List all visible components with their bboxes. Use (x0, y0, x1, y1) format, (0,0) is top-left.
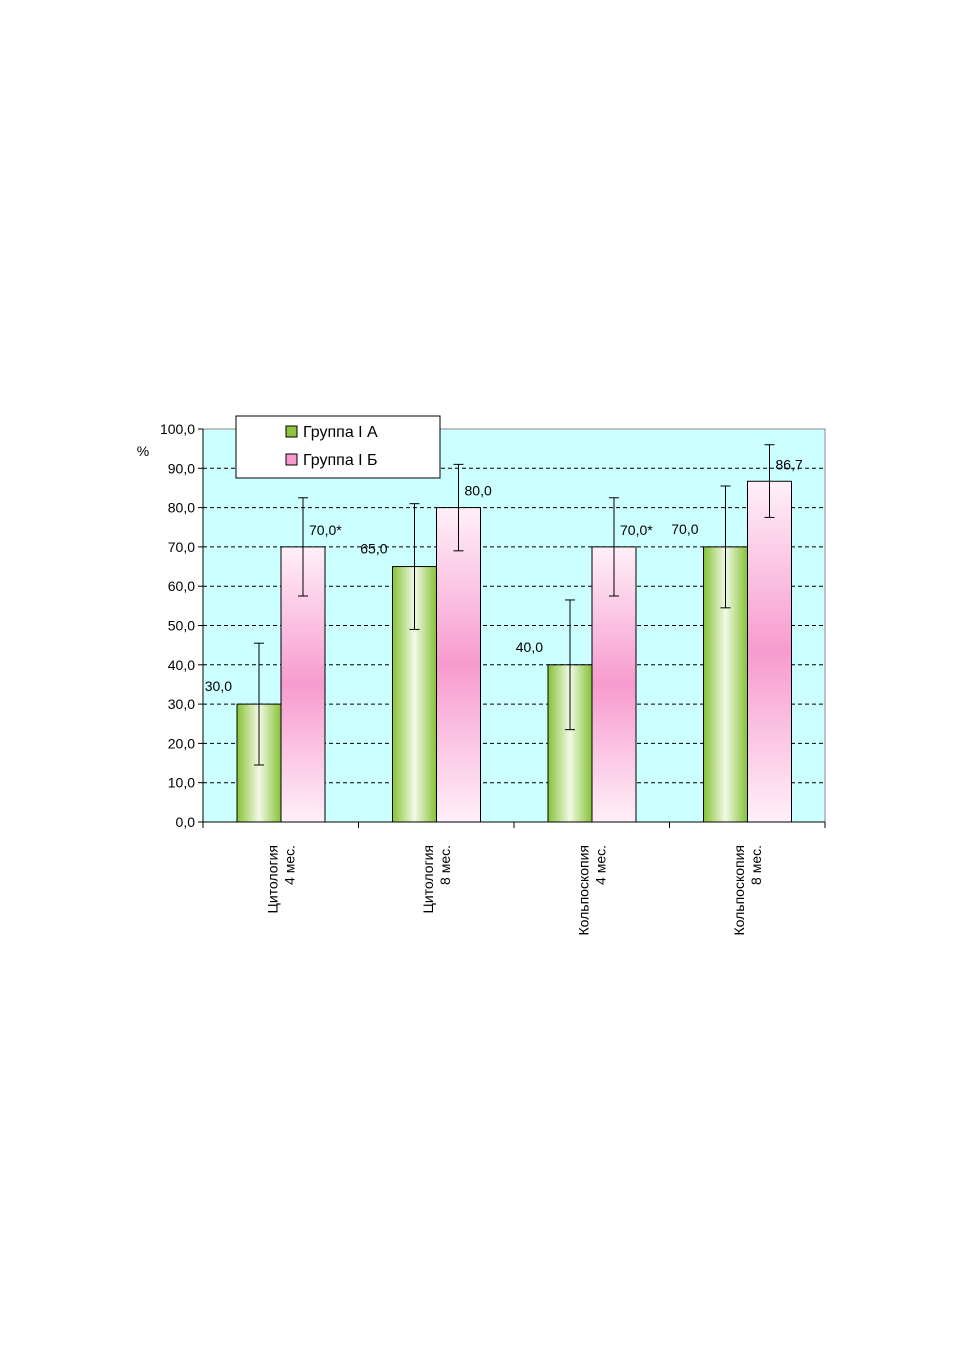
y-tick-label: 10,0 (168, 775, 195, 791)
y-tick-label: 0,0 (176, 814, 196, 830)
y-tick-label: 30,0 (168, 696, 195, 712)
y-tick-label: 80,0 (168, 500, 195, 516)
category-label-line: Цитология (420, 845, 436, 914)
y-axis-label: % (137, 443, 149, 459)
y-tick-label: 60,0 (168, 578, 195, 594)
data-label: 80,0 (465, 483, 492, 499)
legend-swatch (285, 425, 298, 438)
y-tick-label: 40,0 (168, 657, 195, 673)
legend-label: Группа I А (303, 424, 378, 441)
category-label: Кольпоскопия 4 мес. (575, 845, 608, 936)
category-label: Цитология 4 мес. (264, 845, 297, 914)
data-labels: 30,0 65,0 40,0 70,0 70,0* 80,0 70,0* 86,7 (205, 456, 803, 694)
data-label: 70,0* (620, 522, 653, 538)
data-label: 65,0 (360, 541, 387, 557)
category-label-line: 8 мес. (437, 845, 453, 885)
legend-box (235, 415, 441, 479)
data-label: 40,0 (516, 639, 543, 655)
y-tick-label: 90,0 (168, 460, 195, 476)
category-label: Цитология 8 мес. (420, 845, 453, 914)
legend: Группа I А Группа I Б (235, 415, 441, 479)
data-label: 70,0 (671, 521, 698, 537)
bars (236, 444, 792, 823)
legend-swatch (285, 453, 298, 466)
category-label-line: 4 мес. (281, 845, 297, 885)
y-tick-label: 50,0 (168, 618, 195, 634)
category-label-line: 8 мес. (748, 845, 764, 885)
category-label: Кольпоскопия 8 мес. (731, 845, 764, 936)
y-tick-label: 70,0 (168, 539, 195, 555)
axes: 0,0 10,0 20,0 30,0 40,0 50,0 60,0 70,0 80,0 90,0 1… (137, 421, 826, 936)
category-label-line: Цитология (264, 845, 280, 914)
category-label-line: 4 мес. (592, 845, 608, 885)
data-label: 30,0 (205, 678, 232, 694)
category-label-line: Кольпоскопия (575, 845, 591, 936)
bar (436, 507, 481, 823)
data-label: 86,7 (776, 456, 803, 472)
category-label-line: Кольпоскопия (731, 845, 747, 936)
y-tick-label: 20,0 (168, 735, 195, 751)
y-tick-label: 100,0 (160, 421, 195, 437)
data-label: 70,0* (309, 522, 342, 538)
legend-label: Группа I Б (303, 452, 378, 469)
bar (747, 480, 792, 823)
